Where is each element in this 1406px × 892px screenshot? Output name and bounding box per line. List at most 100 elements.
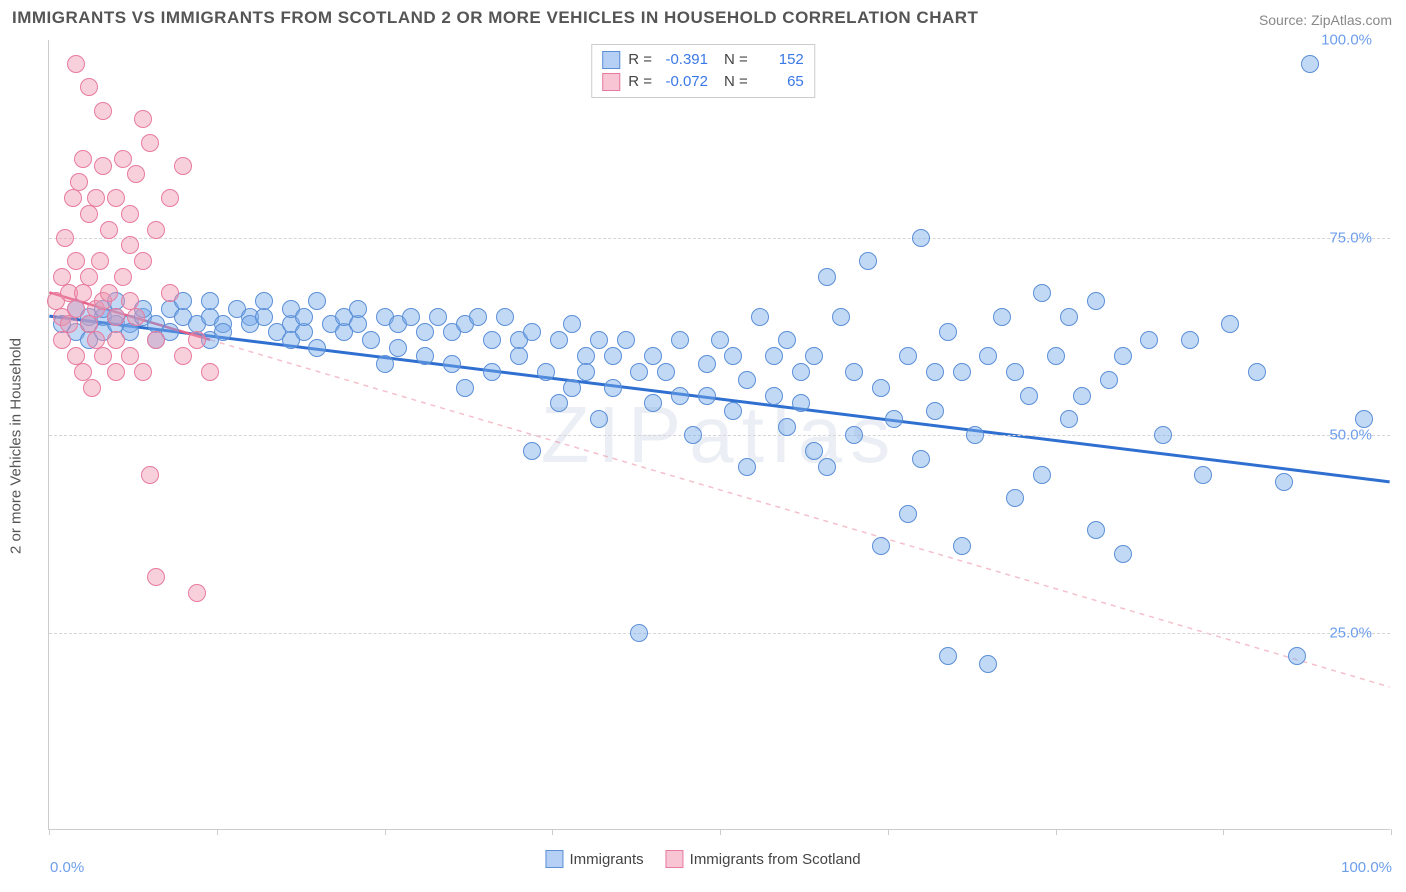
x-tick-mark (552, 829, 553, 835)
scatter-point (711, 331, 729, 349)
scatter-point (70, 173, 88, 191)
scatter-point (91, 252, 109, 270)
scatter-point (845, 426, 863, 444)
scatter-point (389, 339, 407, 357)
scatter-point (83, 379, 101, 397)
scatter-point (1154, 426, 1172, 444)
scatter-point (792, 363, 810, 381)
scatter-point (630, 624, 648, 642)
scatter-point (308, 339, 326, 357)
scatter-point (80, 268, 98, 286)
scatter-point (859, 252, 877, 270)
scatter-point (966, 426, 984, 444)
trend-line (210, 340, 1389, 687)
scatter-point (979, 655, 997, 673)
scatter-point (939, 647, 957, 665)
x-tick-mark (49, 829, 50, 835)
scatter-point (778, 418, 796, 436)
scatter-point (1006, 489, 1024, 507)
scatter-point (141, 134, 159, 152)
scatter-point (483, 363, 501, 381)
scatter-point (87, 189, 105, 207)
scatter-point (523, 323, 541, 341)
scatter-point (550, 394, 568, 412)
scatter-point (107, 363, 125, 381)
scatter-point (1275, 473, 1293, 491)
scatter-point (94, 157, 112, 175)
x-tick-mark (385, 829, 386, 835)
scatter-point (174, 157, 192, 175)
scatter-point (724, 347, 742, 365)
scatter-point (1087, 292, 1105, 310)
scatter-point (362, 331, 380, 349)
y-tick-label: 75.0% (1329, 229, 1372, 246)
scatter-point (1033, 466, 1051, 484)
scatter-point (1114, 347, 1132, 365)
scatter-point (563, 315, 581, 333)
scatter-point (818, 458, 836, 476)
scatter-point (429, 308, 447, 326)
scatter-point (926, 363, 944, 381)
scatter-point (885, 410, 903, 428)
scatter-point (188, 331, 206, 349)
stats-legend-box: R = -0.391 N = 152 R = -0.072 N = 65 (591, 44, 815, 98)
scatter-point (751, 308, 769, 326)
plot-area: ZIPatlas 25.0%50.0%75.0%100.0% (48, 40, 1390, 830)
scatter-point (94, 347, 112, 365)
scatter-point (1006, 363, 1024, 381)
scatter-point (805, 347, 823, 365)
scatter-point (107, 189, 125, 207)
scatter-point (765, 387, 783, 405)
scatter-point (107, 308, 125, 326)
scatter-point (402, 308, 420, 326)
gridline (49, 435, 1390, 436)
scatter-point (550, 331, 568, 349)
scatter-point (1033, 284, 1051, 302)
scatter-point (644, 347, 662, 365)
scatter-point (577, 363, 595, 381)
scatter-point (832, 308, 850, 326)
scatter-point (100, 221, 118, 239)
scatter-point (979, 347, 997, 365)
scatter-point (53, 331, 71, 349)
scatter-point (698, 355, 716, 373)
scatter-point (134, 252, 152, 270)
scatter-point (899, 505, 917, 523)
y-tick-label: 25.0% (1329, 624, 1372, 641)
scatter-point (510, 347, 528, 365)
scatter-point (1060, 410, 1078, 428)
x-tick-max: 100.0% (1341, 859, 1392, 876)
scatter-point (214, 323, 232, 341)
scatter-point (1087, 521, 1105, 539)
scatter-point (134, 110, 152, 128)
scatter-point (523, 442, 541, 460)
scatter-point (127, 308, 145, 326)
y-axis-label: 2 or more Vehicles in Household (8, 338, 25, 554)
scatter-point (80, 78, 98, 96)
chart-container: IMMIGRANTS VS IMMIGRANTS FROM SCOTLAND 2… (0, 0, 1406, 892)
scatter-point (698, 387, 716, 405)
scatter-point (114, 268, 132, 286)
scatter-point (1301, 55, 1319, 73)
scatter-point (56, 229, 74, 247)
stats-row-scotland: R = -0.072 N = 65 (602, 71, 804, 93)
scatter-point (456, 379, 474, 397)
scatter-point (141, 466, 159, 484)
x-tick-mark (888, 829, 889, 835)
scatter-point (912, 229, 930, 247)
scatter-point (872, 537, 890, 555)
scatter-point (496, 308, 514, 326)
scatter-point (953, 537, 971, 555)
stats-row-immigrants: R = -0.391 N = 152 (602, 49, 804, 71)
scatter-point (657, 363, 675, 381)
scatter-point (604, 379, 622, 397)
x-tick-min: 0.0% (50, 859, 84, 876)
scatter-point (114, 150, 132, 168)
scatter-point (1100, 371, 1118, 389)
scatter-point (74, 150, 92, 168)
scatter-point (443, 355, 461, 373)
scatter-point (201, 292, 219, 310)
scatter-point (295, 308, 313, 326)
scatter-point (778, 331, 796, 349)
scatter-point (295, 323, 313, 341)
